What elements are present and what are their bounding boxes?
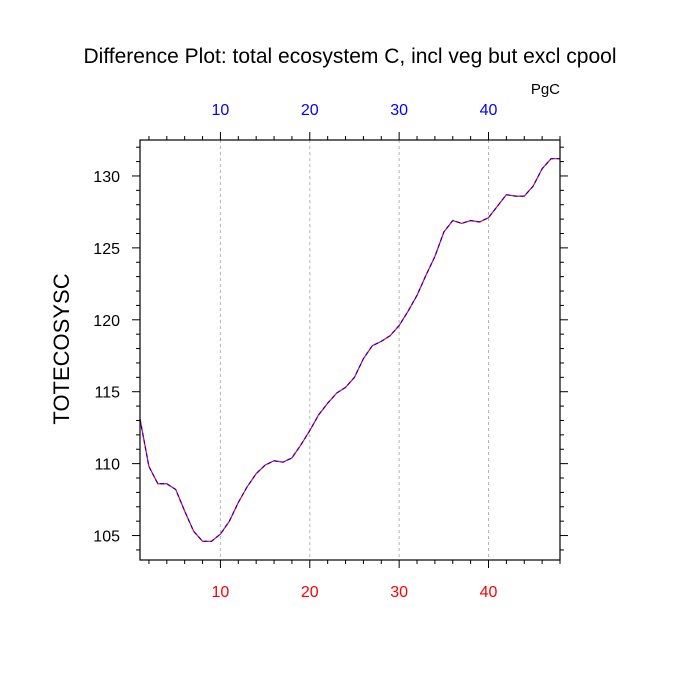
- series-line-solid: [139, 158, 560, 542]
- chart-title: Difference Plot: total ecosystem C, incl…: [83, 45, 616, 68]
- y-tick-label-125: 125: [93, 241, 120, 258]
- series-layer: [139, 158, 560, 542]
- x-tick-label-bottom-40: 40: [480, 584, 498, 601]
- minor-ticks: [136, 136, 564, 564]
- tick-labels: 10 10 20 20 30 30 40 40 105 110 115 120 125 130: [93, 102, 497, 601]
- x-tick-label-bottom-20: 20: [301, 584, 319, 601]
- x-tick-label-top-10: 10: [212, 102, 230, 119]
- major-ticks: [132, 132, 568, 568]
- y-tick-label-105: 105: [93, 529, 120, 546]
- y-tick-label-120: 120: [93, 313, 120, 330]
- units-label: PgC: [531, 81, 560, 98]
- grid-lines: [219, 140, 490, 560]
- x-tick-label-bottom-30: 30: [390, 584, 408, 601]
- y-tick-label-130: 130: [93, 169, 120, 186]
- x-tick-label-top-40: 40: [480, 102, 498, 119]
- y-tick-label-115: 115: [94, 385, 120, 402]
- y-axis-label: TOTECOSYSC: [49, 273, 74, 424]
- x-tick-label-top-20: 20: [301, 102, 319, 119]
- series-line-dashed: [139, 158, 560, 542]
- plot-frame: [139, 139, 561, 561]
- y-tick-label-110: 110: [94, 457, 120, 474]
- x-tick-label-top-30: 30: [390, 102, 408, 119]
- x-tick-label-bottom-10: 10: [212, 584, 230, 601]
